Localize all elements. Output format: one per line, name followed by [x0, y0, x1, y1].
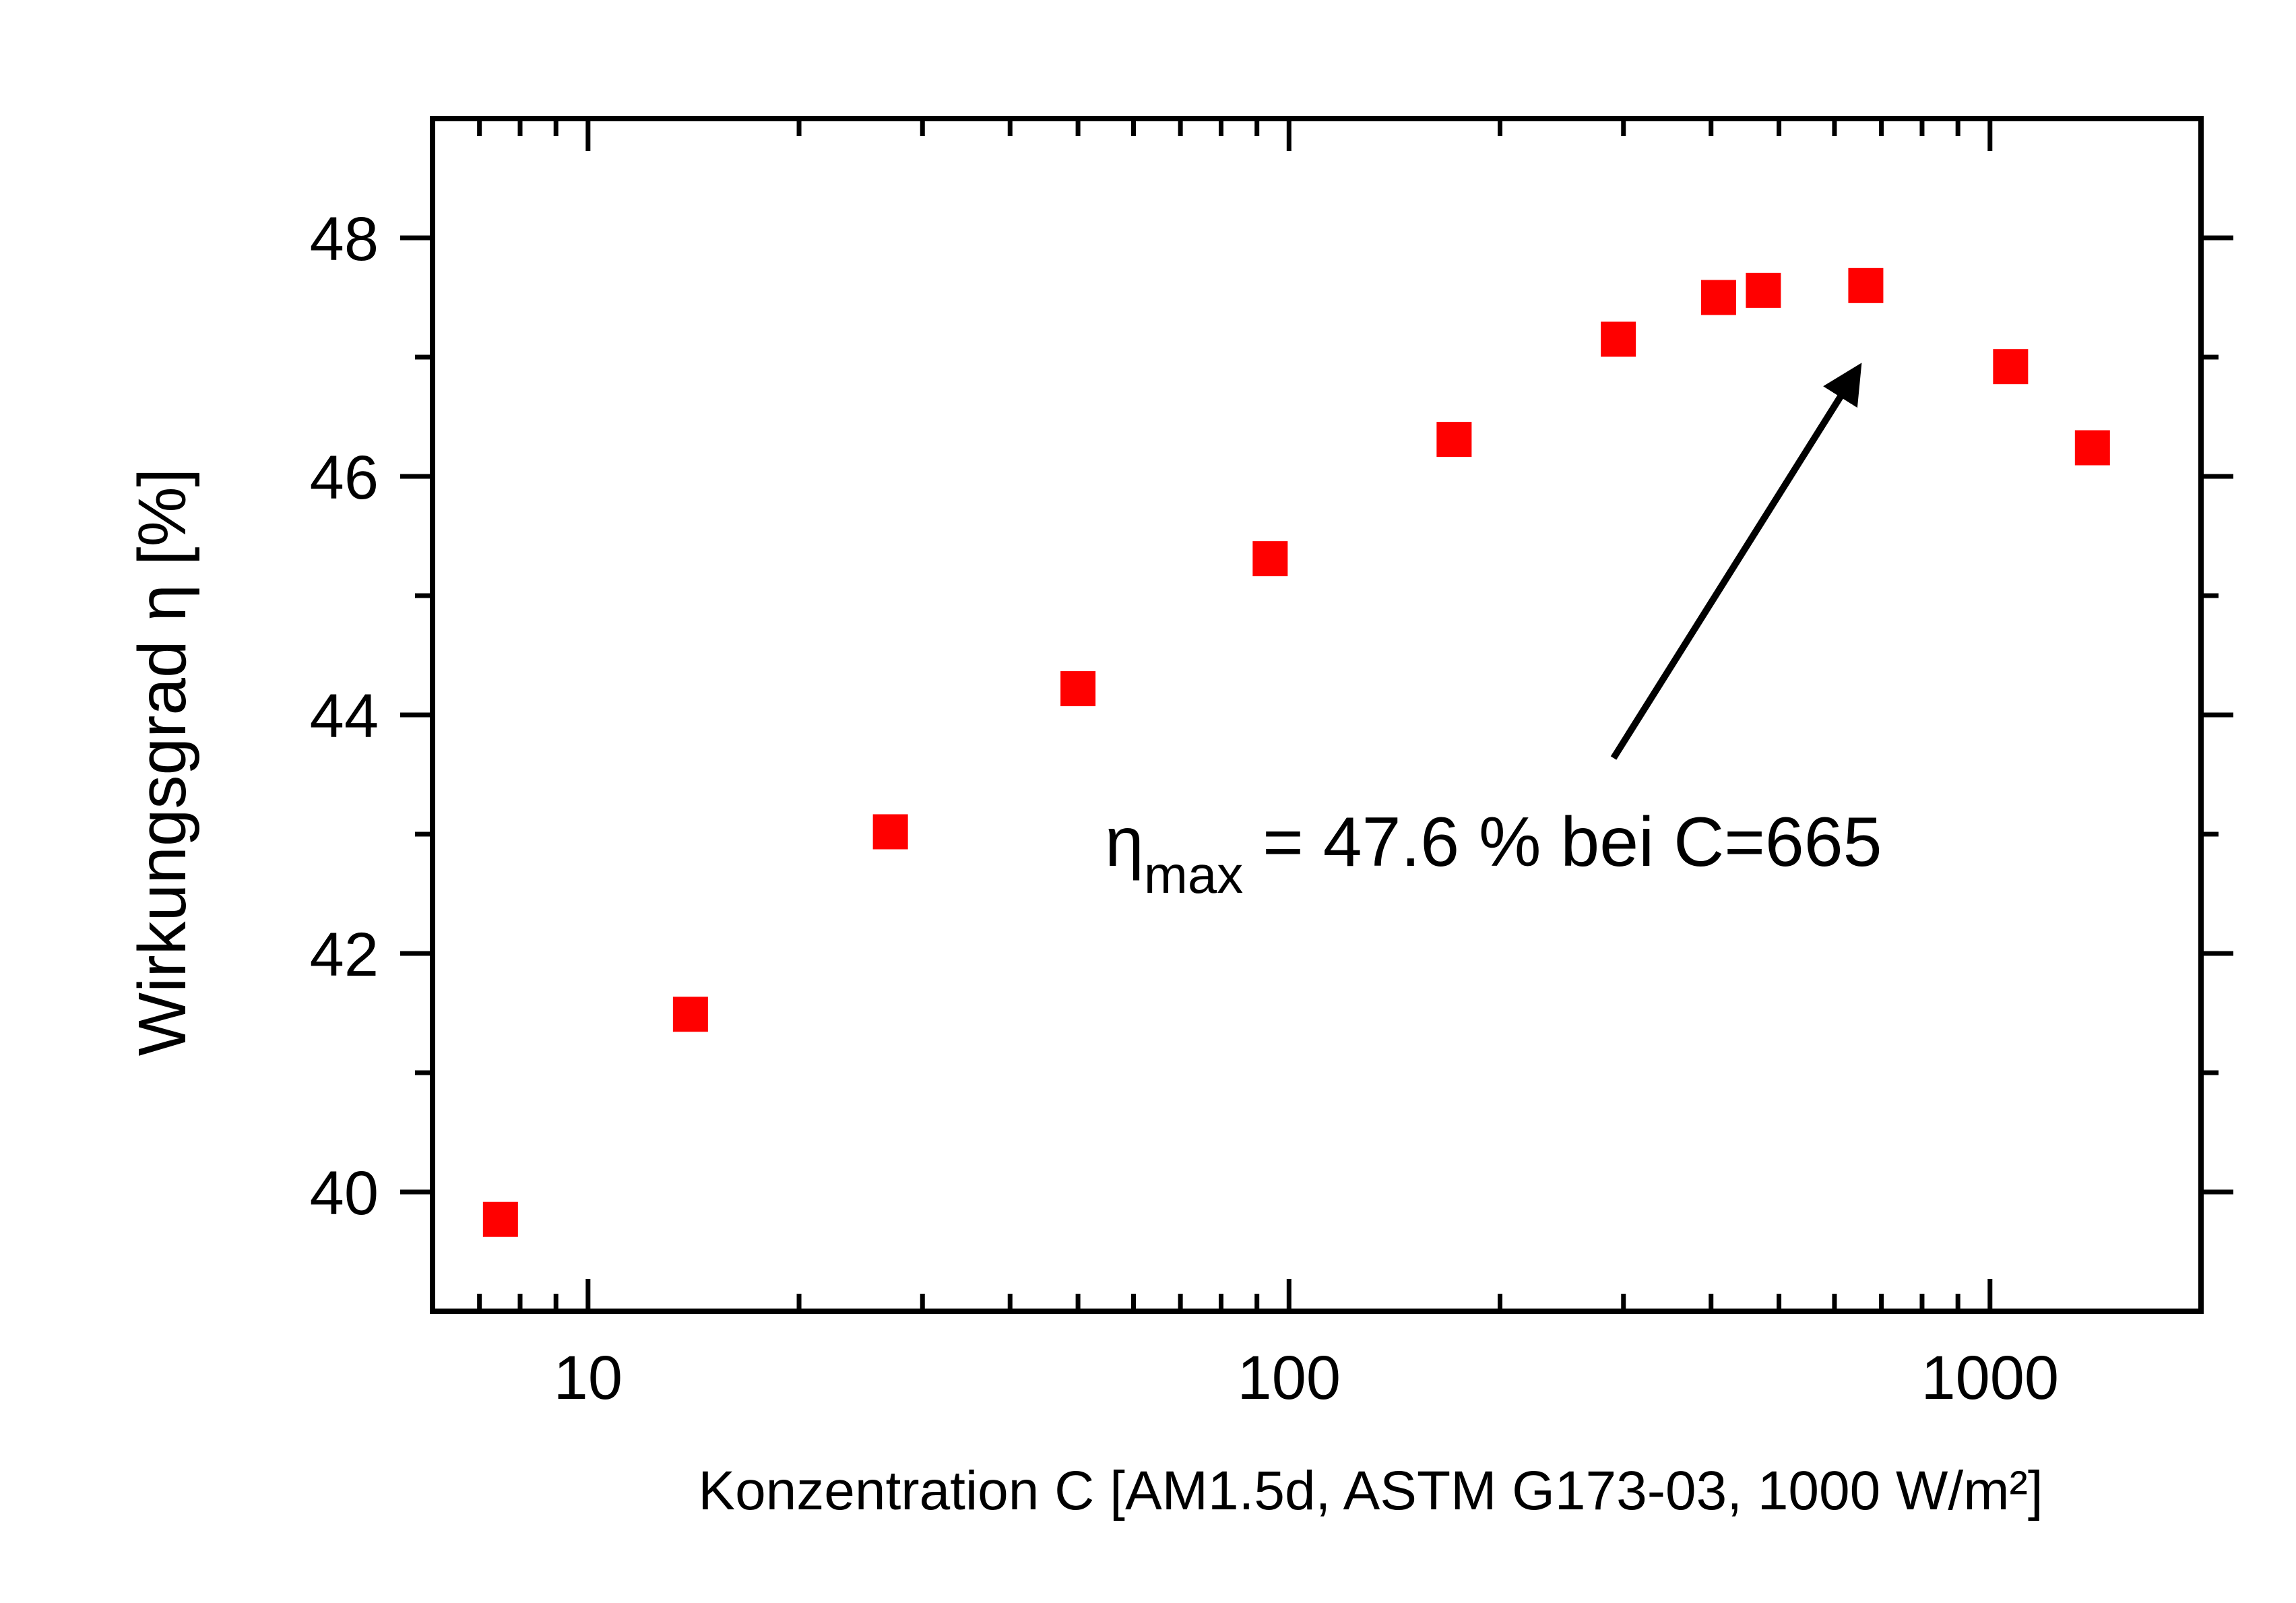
data-point: [1436, 422, 1472, 458]
data-point: [872, 814, 908, 850]
tick-labels: 10 100 1000 40 42 44 46 48: [310, 205, 2059, 1412]
y-tick-label: 40: [310, 1159, 379, 1228]
data-point: [1060, 671, 1096, 707]
annotation-arrow: [1610, 363, 1862, 760]
data-points: [482, 268, 2110, 1237]
data-point: [1848, 268, 1884, 303]
x-tick-label: 100: [1238, 1344, 1341, 1412]
data-point: [1252, 541, 1288, 577]
annotation-text: ηmax = 47.6 % bei C=665: [1105, 803, 1882, 904]
x-tick-label: 1000: [1921, 1344, 2059, 1412]
data-point: [1993, 349, 2029, 385]
major-ticks: [400, 119, 2233, 1311]
data-point: [1746, 272, 1781, 308]
data-point: [2074, 430, 2110, 466]
y-tick-label: 48: [310, 205, 379, 274]
data-point: [482, 1201, 518, 1237]
y-tick-label: 42: [310, 920, 379, 989]
annotation-subscript: max: [1144, 845, 1243, 904]
plot-frame: [430, 116, 2204, 1314]
x-axis-label: Konzentration C [AM1.5d, ASTM G173-03, 1…: [698, 1460, 2043, 1521]
data-point: [1601, 321, 1636, 357]
minor-ticks: [415, 119, 2219, 1311]
annotation-symbol: η: [1105, 803, 1144, 881]
y-tick-label: 44: [310, 682, 379, 751]
y-axis-label: Wirkungsgrad η [%]: [125, 468, 200, 1057]
y-tick-label: 46: [310, 443, 379, 512]
data-point: [1700, 280, 1736, 315]
x-tick-label: 10: [554, 1344, 623, 1412]
data-point: [672, 997, 708, 1032]
annotation-value: = 47.6 % bei C=665: [1243, 803, 1882, 881]
